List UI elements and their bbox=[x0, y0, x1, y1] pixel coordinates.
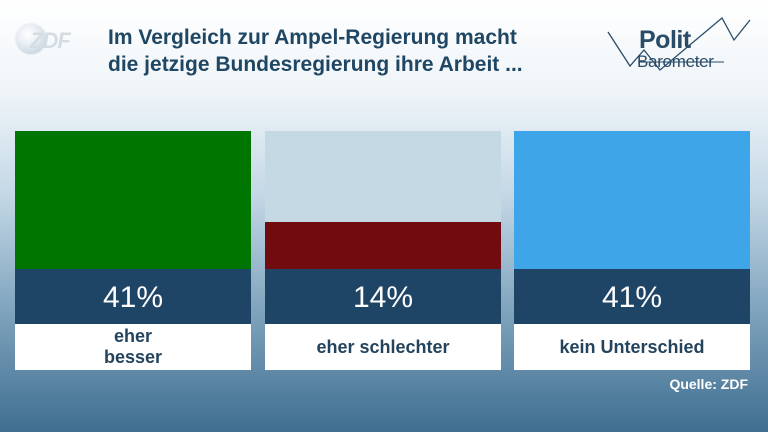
category-label-eher-besser: eher besser bbox=[15, 324, 251, 370]
bar-kein-unterschied bbox=[514, 131, 750, 269]
category-text-eher-schlechter: eher schlechter bbox=[316, 336, 450, 357]
category-label-eher-schlechter: eher schlechter bbox=[265, 324, 501, 370]
value-label-eher-schlechter: 14% bbox=[265, 269, 501, 324]
politbarometer-logo: Polit Barometer bbox=[604, 14, 754, 84]
source-note: Quelle: ZDF bbox=[669, 376, 748, 392]
bar-eher-besser bbox=[15, 131, 251, 269]
bar-plot-area bbox=[514, 131, 750, 269]
bar-plot-area bbox=[265, 131, 501, 269]
bar-plot-area bbox=[15, 131, 251, 269]
politbarometer-word-polit: Polit bbox=[639, 26, 691, 54]
bar-eher-schlechter bbox=[265, 221, 501, 269]
category-text-eher-besser: eher besser bbox=[103, 326, 163, 367]
bar-column-eher-schlechter: 14% eher schlechter bbox=[265, 131, 501, 370]
chart-title-line-1: Im Vergleich zur Ampel-Regierung macht bbox=[108, 26, 517, 49]
bar-column-kein-unterschied: 41% kein Unterschied bbox=[514, 131, 750, 370]
politbarometer-trend-icon bbox=[607, 16, 751, 71]
value-label-eher-besser: 41% bbox=[15, 269, 251, 324]
politbarometer-word-barometer: Barometer bbox=[637, 52, 714, 71]
zdf-logo-text: ZDF bbox=[30, 28, 71, 53]
category-text-kein-unterschied: kein Unterschied bbox=[559, 336, 705, 357]
value-label-kein-unterschied: 41% bbox=[514, 269, 750, 324]
category-label-kein-unterschied: kein Unterschied bbox=[514, 324, 750, 370]
bar-column-eher-besser: 41% eher besser bbox=[15, 131, 251, 370]
chart-title-line-2: die jetzige Bundesregierung ihre Arbeit … bbox=[108, 53, 523, 76]
chart-title: Im Vergleich zur Ampel-Regierung macht d… bbox=[108, 24, 578, 78]
zdf-logo: ZDF bbox=[14, 22, 78, 56]
zdf-logo-disc bbox=[16, 24, 46, 54]
